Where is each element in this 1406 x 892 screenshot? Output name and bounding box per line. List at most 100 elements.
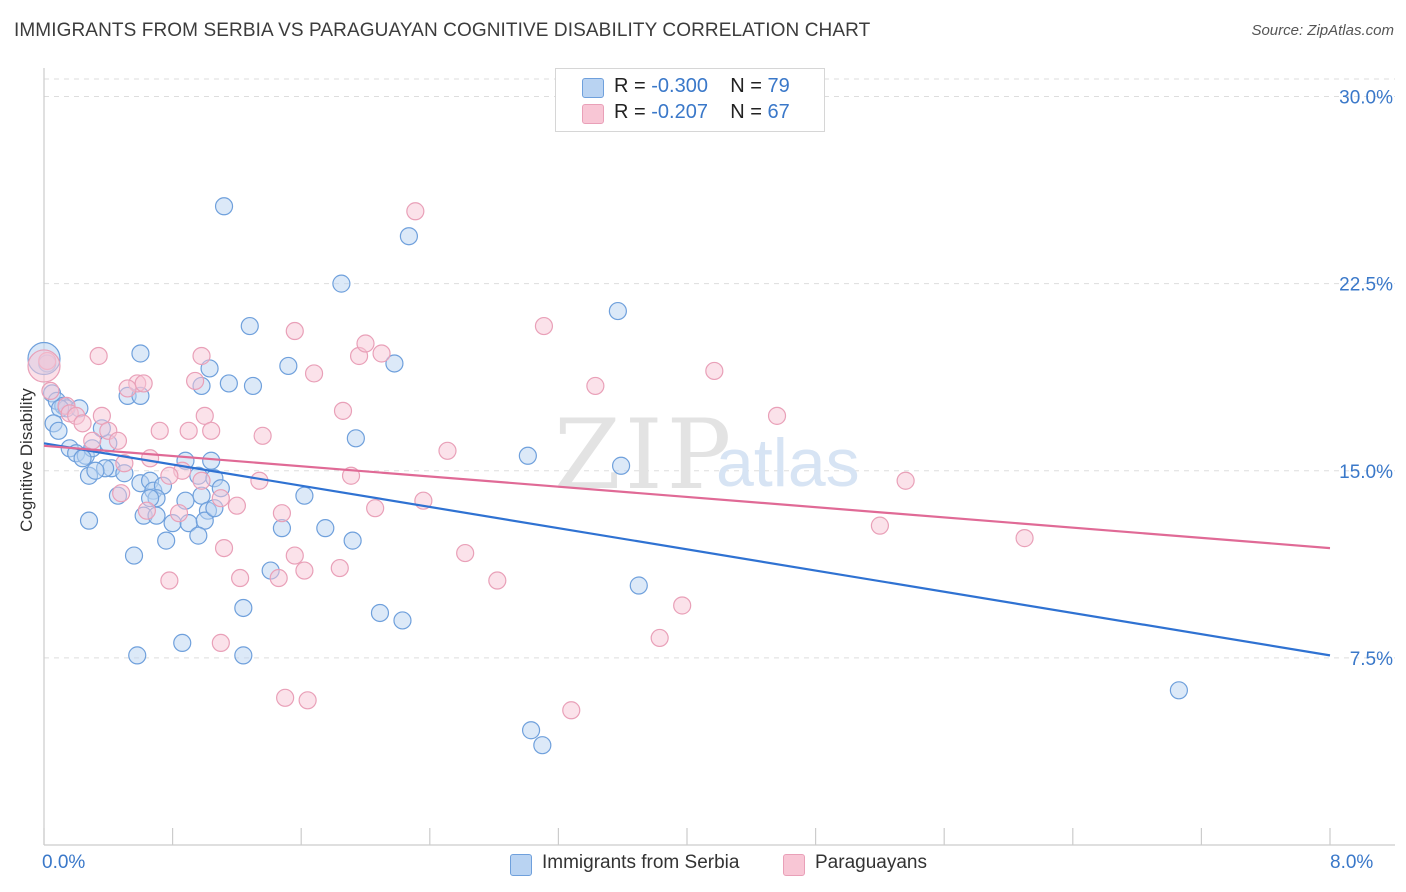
x-tick-label-min: 0.0%: [42, 852, 86, 873]
serbia-point: [370, 603, 390, 623]
paraguay-point: [269, 568, 288, 588]
paraguay-point: [137, 501, 156, 520]
serbia-point: [346, 429, 365, 448]
paraguay-point: [372, 344, 391, 363]
serbia-point: [521, 721, 541, 740]
paraguay-point: [118, 379, 137, 398]
paraguay-point: [179, 421, 198, 440]
paraguay-point: [214, 538, 234, 558]
serbia-point: [399, 227, 419, 246]
paraguay-point: [202, 421, 221, 440]
paraguay-point: [272, 504, 292, 523]
paraguay-point: [192, 346, 211, 366]
serbia-point: [518, 446, 537, 465]
paraguay-point: [705, 361, 724, 381]
watermark: ZIP atlas: [554, 399, 860, 511]
paraguay-point: [140, 449, 160, 468]
serbia-point: [73, 449, 92, 468]
serbia-point: [124, 546, 144, 565]
serbia-point: [131, 344, 150, 363]
serbia-point: [234, 646, 253, 665]
serbia-point: [279, 356, 298, 376]
serbia-point: [533, 736, 552, 755]
paraguay-point: [160, 571, 179, 590]
paraguay-point: [767, 406, 787, 425]
serbia-point: [128, 646, 147, 665]
y-tick-label: 15.0%: [1339, 462, 1393, 483]
serbia-point: [219, 374, 238, 393]
paraguay-point: [295, 561, 314, 580]
y-tick-label: 22.5%: [1339, 275, 1393, 296]
paraguay-point: [586, 376, 605, 396]
serbia-r-value: -0.300: [651, 75, 708, 97]
paraguay-point: [134, 374, 153, 393]
serbia-swatch: [582, 78, 604, 98]
stats-legend: R = -0.300 N = 79 R = -0.207 N = 67: [555, 68, 825, 132]
serbia-point: [243, 376, 263, 396]
serbia-point: [86, 461, 105, 480]
paraguay-point: [108, 431, 128, 450]
serbia-point: [240, 316, 259, 336]
serbia-point: [343, 531, 362, 550]
serbia-point: [316, 519, 335, 538]
y-tick-label: 7.5%: [1350, 649, 1393, 670]
serbia-point: [189, 526, 208, 545]
serbia-n-label: N =: [730, 75, 768, 97]
paraguay-point: [253, 426, 272, 445]
bottom-paraguay-swatch: [783, 854, 805, 876]
paraguay-point: [285, 546, 304, 565]
serbia-point: [79, 511, 99, 530]
paraguay-point: [488, 571, 507, 590]
bottom-serbia-swatch: [510, 854, 532, 876]
paraguay-point: [195, 406, 214, 425]
paraguay-n-value: 67: [767, 101, 790, 123]
paraguay-point: [83, 431, 102, 450]
paraguay-point: [406, 202, 425, 221]
paraguay-point: [92, 406, 111, 425]
paraguay-point: [115, 454, 134, 473]
legend-paraguay-text: R = -0.207 N = 67: [614, 101, 790, 124]
watermark-atlas: atlas: [716, 425, 860, 501]
serbia-point: [214, 197, 234, 216]
paraguay-swatch: [582, 104, 604, 124]
source-note: Source: ZipAtlas.com: [1251, 22, 1394, 39]
paraguay-point: [304, 364, 324, 383]
paraguay-point: [150, 421, 169, 440]
serbia-point: [234, 598, 253, 618]
y-axis-label-wrap: Cognitive Disability: [12, 300, 42, 620]
axes: [43, 68, 1395, 846]
paraguay-point: [211, 489, 230, 508]
serbia-r-label: R =: [614, 75, 652, 97]
y-tick-labels: 7.5% 15.0% 22.5% 30.0%: [1339, 88, 1393, 670]
paraguay-point: [160, 466, 179, 485]
paraguay-point: [276, 688, 295, 707]
paraguay-point: [298, 691, 317, 710]
paraguay-point: [231, 568, 250, 588]
paraguay-point: [112, 484, 131, 503]
paraguay-n-label: N =: [730, 101, 768, 123]
serbia-point: [202, 451, 221, 470]
serbia-trend-line: [43, 442, 1331, 657]
paraguay-point: [330, 558, 349, 578]
paraguay-r-label: R =: [614, 101, 652, 123]
bottom-paraguay-label: Paraguayans: [815, 852, 927, 873]
paraguay-points: [27, 202, 1034, 720]
paraguay-point: [366, 499, 385, 518]
serbia-n-value: 79: [767, 75, 790, 97]
serbia-point: [1169, 681, 1188, 700]
paraguay-point: [673, 596, 692, 615]
chart-title: IMMIGRANTS FROM SERBIA VS PARAGUAYAN COG…: [14, 20, 871, 41]
paraguay-point: [1015, 529, 1034, 548]
y-tick-label: 30.0%: [1339, 88, 1393, 109]
paraguay-point: [41, 381, 60, 401]
serbia-point: [611, 456, 631, 475]
x-tick-label-max: 8.0%: [1330, 852, 1374, 873]
paraguay-trend-line: [43, 444, 1331, 550]
paraguay-point: [356, 334, 375, 353]
serbia-point: [49, 421, 68, 440]
bottom-serbia-label: Immigrants from Serbia: [542, 852, 740, 873]
serbia-point: [157, 531, 176, 550]
paraguay-r-value: -0.207: [651, 101, 708, 123]
paraguay-point: [89, 346, 108, 366]
